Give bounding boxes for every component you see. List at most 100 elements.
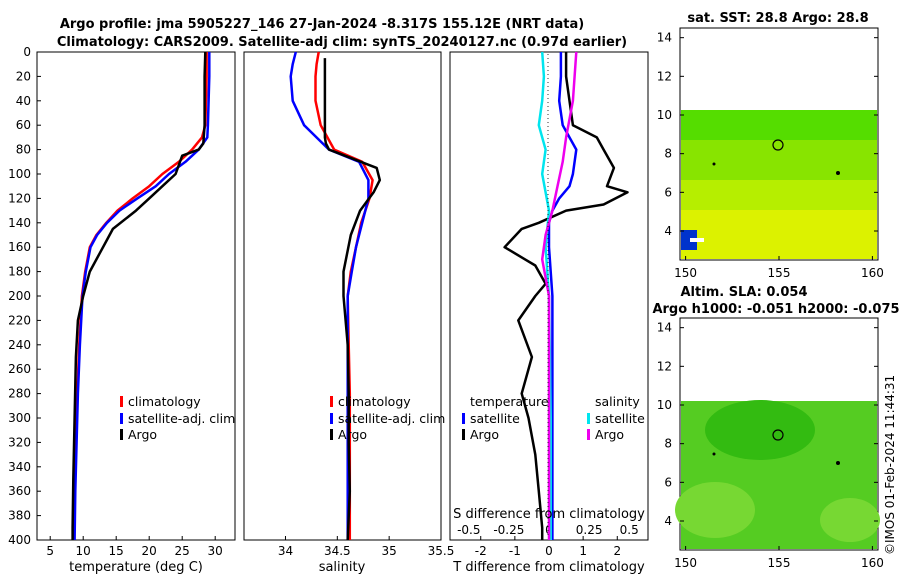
x-tick-label: 1 xyxy=(579,544,587,558)
legend-label-temp-argo: Argo xyxy=(470,427,499,442)
figure-title-line2: Climatology: CARS2009. Satellite-adj cli… xyxy=(57,35,627,50)
sla-map-title-line1: Altim. SLA: 0.054 xyxy=(681,285,808,300)
sst-island-marker xyxy=(836,171,840,175)
sla-map xyxy=(675,317,880,551)
sla-island-marker xyxy=(712,452,716,456)
x-tick-label: 34 xyxy=(278,544,293,558)
map-y-tick-label: 10 xyxy=(657,108,672,122)
map-y-tick-label: 10 xyxy=(657,398,672,412)
x-tick-label: 25 xyxy=(175,544,190,558)
x-tick-label: 10 xyxy=(76,544,91,558)
legend-label-sal-argo: Argo xyxy=(595,427,624,442)
sst-map-band-south xyxy=(681,180,877,210)
map-y-tick-label: 6 xyxy=(664,475,672,489)
legend-label-climatology: climatology xyxy=(128,394,201,409)
temperature-chart: 5 10 15 20 25 30 xyxy=(46,51,223,558)
legend-label-argo: Argo xyxy=(128,427,157,442)
legend-sal-header: salinity xyxy=(595,394,640,409)
x-tick-label: 5 xyxy=(46,544,54,558)
s-difference-tick-label: -0.5 xyxy=(457,523,480,537)
legend-swatch-sal-satellite xyxy=(587,413,590,424)
s-difference-axis-label: S difference from climatology xyxy=(453,507,645,522)
sla-map-axes: 14 12 10 8 6 4 150 155 160 xyxy=(657,321,884,570)
sla-argo-location-marker xyxy=(772,429,784,441)
depth-tick-label: 380 xyxy=(8,509,31,523)
salinity-axis-label: salinity xyxy=(319,560,366,575)
map-x-tick-label: 155 xyxy=(768,266,791,280)
sla-map-high-anomaly xyxy=(675,482,755,538)
s-difference-tick-label: 0.25 xyxy=(576,523,603,537)
depth-tick-label: 40 xyxy=(16,94,31,108)
depth-tick-label: 80 xyxy=(16,143,31,157)
sst-map-band-warm xyxy=(681,210,877,259)
depth-tick-label: 60 xyxy=(16,118,31,132)
sst-map-axes: 14 12 10 8 6 4 150 155 160 xyxy=(657,31,884,280)
map-x-tick-label: 160 xyxy=(861,266,884,280)
series-line-salinity-argo xyxy=(540,51,578,540)
legend-swatch-sal-argo xyxy=(587,429,590,440)
depth-tick-label: 200 xyxy=(8,289,31,303)
x-tick-label: -2 xyxy=(475,544,487,558)
depth-tick-label: 220 xyxy=(8,313,31,327)
difference-chart: -2 -1 0 1 2-0.5 -0.25 0 0.25 0.5 xyxy=(457,51,639,558)
depth-axis: 0 20 40 60 80 100 120 140 160 180 200 220 240 260 280 3… xyxy=(8,45,41,547)
map-x-tick-label: 155 xyxy=(768,556,791,570)
series-line-climatology xyxy=(72,52,208,541)
legend-swatch-satellite xyxy=(120,413,123,424)
x-tick-label: 35.5 xyxy=(428,544,455,558)
depth-tick-label: 340 xyxy=(8,460,31,474)
map-y-tick-label: 8 xyxy=(664,147,672,161)
depth-tick-label: 100 xyxy=(8,167,31,181)
figure-title-line1: Argo profile: jma 5905227_146 27-Jan-202… xyxy=(60,17,584,32)
series-line-satellite-adj-clim xyxy=(289,51,370,540)
legend-label-sal-satellite: satellite xyxy=(595,411,645,426)
salinity-legend: climatology satellite-adj. clim Argo xyxy=(330,394,445,442)
depth-tick-label: 300 xyxy=(8,411,31,425)
map-y-tick-label: 4 xyxy=(664,224,672,238)
map-y-tick-label: 12 xyxy=(657,69,672,83)
temperature-legend: climatology satellite-adj. clim Argo xyxy=(120,394,235,442)
legend-swatch-satellite xyxy=(330,413,333,424)
depth-tick-label: 0 xyxy=(23,45,31,59)
depth-tick-label: 280 xyxy=(8,387,31,401)
sla-island-marker xyxy=(836,461,840,465)
x-tick-label: 34.5 xyxy=(324,544,351,558)
series-line-temperature-argo xyxy=(503,52,629,540)
legend-swatch-climatology xyxy=(330,396,333,407)
legend-label-temp-satellite: satellite xyxy=(470,411,520,426)
sla-map-high-anomaly xyxy=(820,498,880,542)
sst-argo-location-marker xyxy=(772,139,784,151)
legend-swatch-argo xyxy=(120,429,123,440)
series-line-argo xyxy=(71,51,207,540)
depth-tick-label: 320 xyxy=(8,435,31,449)
depth-tick-label: 360 xyxy=(8,484,31,498)
difference-legend: temperature satellite Argo salinity sate… xyxy=(462,394,645,442)
legend-swatch-climatology xyxy=(120,396,123,407)
sst-map-title: sat. SST: 28.8 Argo: 28.8 xyxy=(687,11,868,26)
sla-map-low-anomaly xyxy=(705,400,815,460)
series-line-argo xyxy=(323,58,382,541)
depth-tick-label: 160 xyxy=(8,240,31,254)
map-y-tick-label: 14 xyxy=(657,31,672,45)
map-y-tick-label: 8 xyxy=(664,437,672,451)
map-y-tick-label: 14 xyxy=(657,321,672,335)
series-line-satellite-adj-clim xyxy=(73,52,211,541)
depth-tick-label: 20 xyxy=(16,69,31,83)
x-tick-label: 20 xyxy=(142,544,157,558)
temperature-axis-label: temperature (deg C) xyxy=(69,560,203,575)
depth-tick-label: 180 xyxy=(8,265,31,279)
map-y-tick-label: 12 xyxy=(657,359,672,373)
map-x-tick-label: 150 xyxy=(674,266,697,280)
salinity-chart: 34 34.5 35 35.5 xyxy=(278,51,455,558)
legend-label-satellite: satellite-adj. clim xyxy=(338,411,445,426)
t-difference-axis-label: T difference from climatology xyxy=(452,560,645,575)
salinity-panel-frame xyxy=(243,51,442,541)
sla-map-title-line2: Argo h1000: -0.051 h2000: -0.075 xyxy=(652,302,899,317)
x-tick-label: 2 xyxy=(613,544,621,558)
map-y-tick-label: 6 xyxy=(664,185,672,199)
imos-watermark: ©IMOS 01-Feb-2024 11:44:31 xyxy=(883,375,897,555)
x-tick-label: 30 xyxy=(208,544,223,558)
legend-temp-header: temperature xyxy=(470,394,549,409)
sst-map-gap xyxy=(690,238,704,242)
